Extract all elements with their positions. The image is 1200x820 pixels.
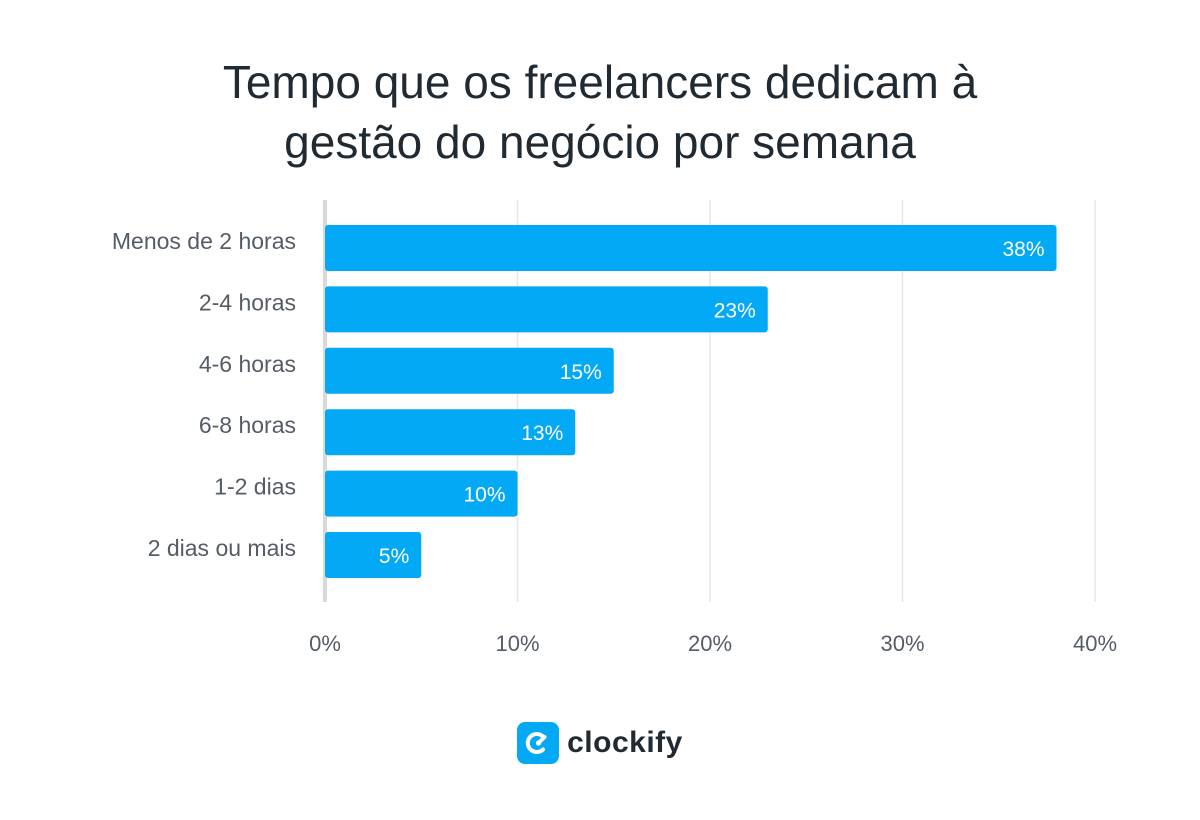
brand-logo: clockify (0, 722, 1200, 764)
category-label: 1-2 dias (214, 474, 296, 500)
bar (325, 225, 1057, 271)
x-tick-label: 10% (495, 631, 539, 656)
data-label: 5% (379, 545, 409, 568)
data-label: 38% (1002, 238, 1044, 261)
data-label: 13% (521, 422, 563, 445)
category-label: 2 dias ou mais (148, 535, 296, 561)
x-tick-label: 20% (688, 631, 732, 656)
chart-title: Tempo que os freelancers dedicam à gestã… (0, 52, 1200, 172)
x-tick-label: 30% (880, 631, 924, 656)
category-label: 4-6 horas (199, 351, 296, 377)
x-tick-label: 40% (1073, 631, 1117, 656)
category-label: 6-8 horas (199, 412, 296, 438)
bar (325, 347, 614, 394)
category-label: 2-4 horas (199, 289, 296, 315)
bar (325, 409, 576, 456)
bar (325, 532, 422, 578)
chart-title-line-2: gestão do negócio por semana (284, 116, 916, 168)
brand-name: clockify (567, 726, 683, 759)
data-label: 23% (714, 299, 756, 322)
category-label: Menos de 2 horas (112, 228, 296, 254)
chart-title-line-1: Tempo que os freelancers dedicam à (222, 56, 978, 108)
bar-chart: 38% Menos de 2 horas 23% 2-4 horas 15% 4-6 ho… (112, 200, 1117, 656)
bar (325, 286, 768, 333)
x-tick-label: 0% (309, 631, 341, 656)
bar (325, 470, 518, 517)
data-label: 15% (560, 361, 602, 384)
data-label: 10% (463, 484, 505, 507)
clockify-logo-icon (517, 722, 560, 764)
